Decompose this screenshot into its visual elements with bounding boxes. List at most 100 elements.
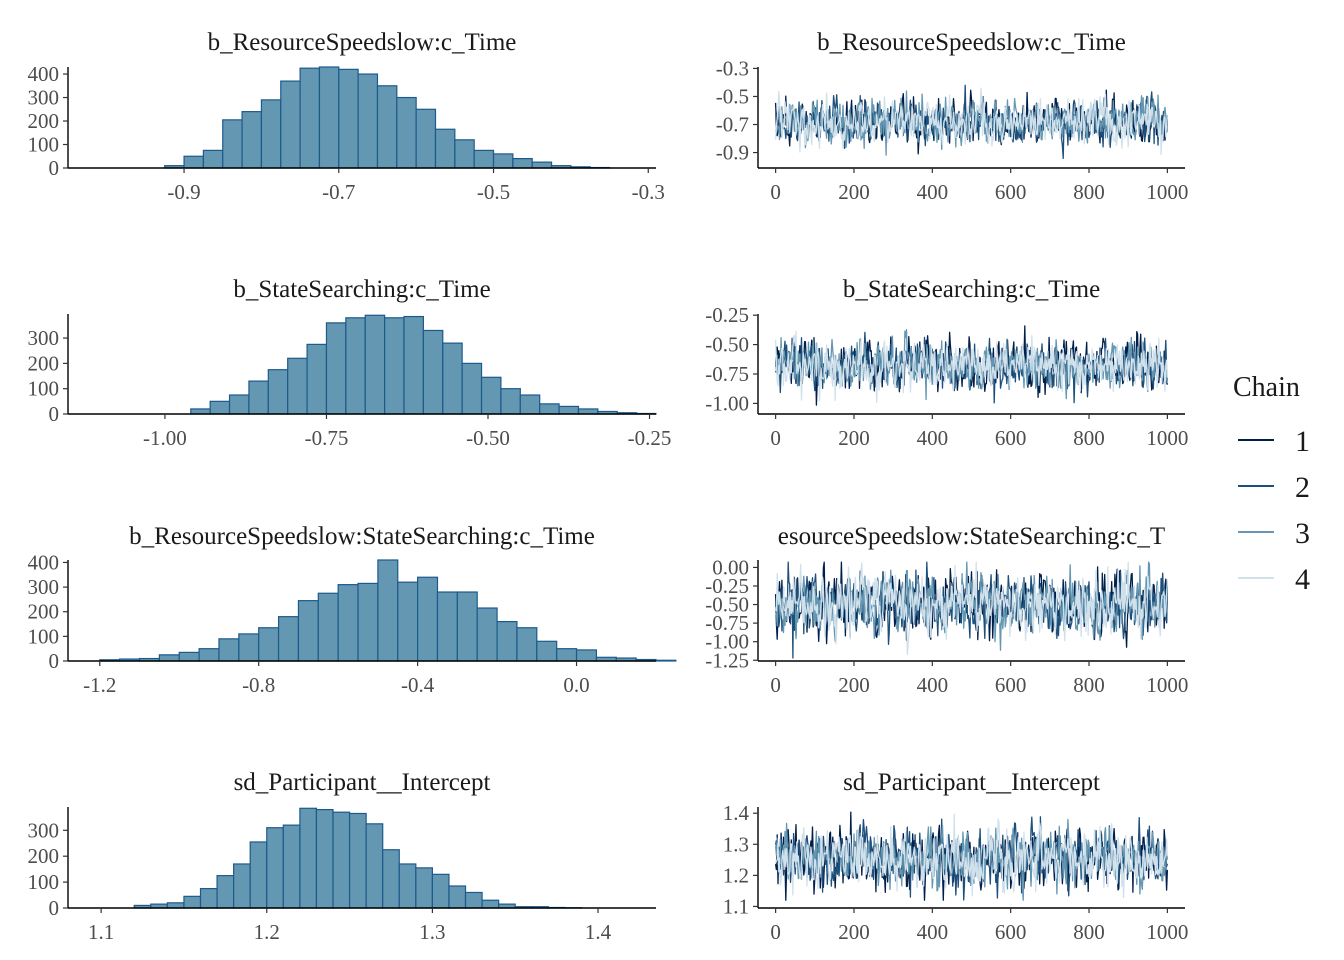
trace-1-y-tick-label: -0.3	[716, 56, 749, 80]
hist-3-bar	[277, 616, 300, 662]
trace-4-panel: 0 200 400 600 800 1000 1.4 1.3 1.2 1.1 sd_Particip…	[723, 769, 1189, 944]
hist-1-bar	[492, 153, 514, 169]
trace-3-y-tick-label: -0.50	[705, 593, 749, 617]
trace-4-x-tick-label: 0	[770, 920, 781, 944]
trace-3-x-tick-label: 400	[917, 673, 949, 697]
hist-4-y-tick-label: 300	[28, 818, 60, 842]
trace-1-y-tick-label: -0.7	[716, 113, 749, 137]
trace-line-chain-4	[774, 561, 1169, 656]
trace-3-y-tick-label: -1.25	[705, 648, 749, 672]
hist-2-bar	[248, 380, 269, 415]
hist-1-x-tick-label: -0.3	[632, 180, 665, 204]
hist-2-y-tick-label: 300	[28, 326, 60, 350]
hist-2-bar	[364, 314, 386, 415]
hist-3-bar	[198, 648, 220, 662]
hist-3-bar	[417, 576, 439, 662]
hist-3-bar	[337, 584, 359, 662]
hist-1-bar	[222, 119, 243, 169]
hist-1-bar	[299, 67, 321, 169]
trace-4-x-tick-label: 800	[1073, 920, 1105, 944]
hist-2-bar	[267, 369, 289, 415]
hist-1-bar	[473, 149, 495, 169]
hist-2-bar	[325, 322, 347, 415]
trace-2-y-tick-label: -0.25	[705, 303, 749, 327]
hist-1-y-tick-label: 0	[49, 156, 60, 180]
hist-3-x-tick-label: -0.4	[401, 673, 435, 697]
legend-label-chain-2: 2	[1295, 471, 1310, 504]
trace-2-y-tick-label: -0.50	[705, 333, 749, 357]
hist-1-bar	[183, 155, 204, 169]
hist-2-title: b_StateSearching:c_Time	[233, 276, 490, 303]
hist-4-bar	[199, 887, 218, 909]
legend-label-chain-3: 3	[1295, 517, 1310, 550]
hist-3-bar	[178, 651, 200, 662]
hist-4-bar	[365, 823, 384, 909]
hist-4-bar	[415, 867, 433, 909]
hist-4-bar	[464, 891, 483, 909]
trace-2-y-tick-label: -1.00	[705, 391, 749, 415]
hist-3-bar	[536, 640, 558, 662]
trace-1-y-tick-label: -0.5	[716, 84, 749, 108]
hist-2-bar	[403, 315, 424, 415]
hist-4-y-tick-label: 100	[28, 870, 60, 894]
hist-4-x-tick-label: 1.3	[419, 920, 445, 944]
hist-4-bar	[249, 841, 268, 909]
trace-1-x-tick-label: 800	[1073, 180, 1105, 204]
hist-3-bar	[655, 659, 677, 662]
hist-1-bar	[338, 68, 359, 169]
trace-4-x-tick-label: 200	[838, 920, 870, 944]
trace-2-x-tick-label: 0	[770, 426, 781, 450]
hist-4-title: sd_Participant__Intercept	[234, 769, 491, 796]
trace-3-y-tick-label: -0.75	[705, 611, 749, 635]
hist-1-x-tick-label: -0.5	[477, 180, 510, 204]
hist-4-bar	[332, 811, 351, 909]
hist-1-y-tick-label: 200	[28, 109, 60, 133]
hist-2-bar	[577, 408, 599, 415]
hist-4-y-tick-label: 200	[28, 844, 60, 868]
hist-2-bar	[228, 394, 250, 415]
hist-2-bar	[345, 317, 366, 415]
trace-2-x-tick-label: 200	[838, 426, 870, 450]
hist-3-bar	[357, 582, 379, 662]
hist-4-bar	[166, 902, 185, 909]
trace-1-x-tick-label: 600	[995, 180, 1027, 204]
trace-1-x-tick-label: 1000	[1146, 180, 1188, 204]
hist-2-bar	[306, 343, 328, 415]
trace-4-x-tick-label: 1000	[1146, 920, 1188, 944]
hist-1-bar	[434, 128, 456, 169]
hist-2-x-tick-label: -1.00	[143, 426, 187, 450]
trace-3-y-tick-label: 0.00	[712, 555, 749, 579]
hist-3-x-tick-label: 0.0	[563, 673, 589, 697]
hist-4-y-tick-label: 0	[49, 896, 60, 920]
legend-label-chain-1: 1	[1295, 425, 1310, 458]
chain-legend: Chain 1 2 3 4	[1233, 372, 1310, 596]
trace-3-y-tick-label: -0.25	[705, 574, 749, 598]
trace-2-y-tick-label: -0.75	[705, 362, 749, 386]
hist-3-y-tick-label: 100	[28, 624, 60, 648]
trace-3-y-tick-label: -1.00	[705, 630, 749, 654]
hist-4-bar	[282, 824, 301, 909]
hist-4-bar	[382, 849, 400, 909]
trace-3-panel: 0 200 400 600 800 1000 0.00-0.25-0.50-0.75-1.0…	[705, 523, 1188, 697]
hist-2-bar	[461, 362, 483, 415]
hist-4-x-tick-label: 1.2	[254, 920, 280, 944]
hist-3-bar	[575, 649, 598, 662]
hist-2-bar	[500, 388, 521, 415]
hist-3-bar	[456, 591, 478, 662]
hist-1-x-tick-label: -0.9	[167, 180, 200, 204]
hist-2-bar	[384, 317, 405, 415]
hist-2-bar	[519, 394, 541, 415]
hist-4-bar	[398, 863, 417, 909]
trace-line-chain-4	[774, 87, 1169, 156]
hist-2-bar	[442, 342, 463, 415]
hist-4-bar	[183, 895, 202, 909]
trace-4-title: sd_Participant__Intercept	[843, 769, 1100, 796]
trace-4-x-tick-label: 600	[995, 920, 1027, 944]
hist-2-y-tick-label: 200	[28, 351, 60, 375]
trace-2-title: b_StateSearching:c_Time	[843, 276, 1100, 303]
hist-1-bar	[531, 161, 553, 169]
